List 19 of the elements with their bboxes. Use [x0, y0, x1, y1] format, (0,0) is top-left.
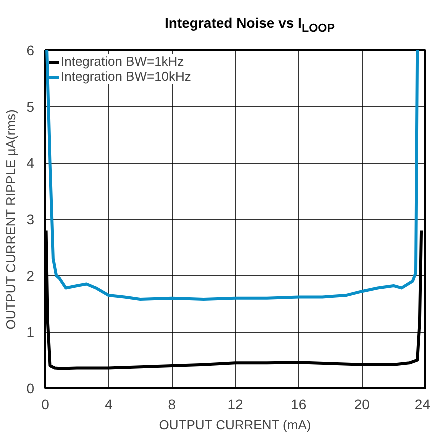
y-tick-label: 0 [26, 380, 35, 396]
x-tick-label: 20 [354, 396, 370, 412]
legend-label: Integration BW=1kHz [61, 54, 184, 69]
y-tick-label: 4 [26, 155, 35, 172]
y-tick-label: 5 [26, 98, 35, 115]
y-axis-title: OUTPUT CURRENT RIPPLE µA(rms) [4, 110, 19, 330]
y-tick-label: 6 [26, 42, 35, 58]
y-tick-label: 2 [26, 268, 35, 284]
x-tick-label: 0 [42, 396, 50, 412]
x-axis-title: OUTPUT CURRENT (mA) [159, 418, 312, 432]
y-tick-label: 1 [26, 324, 35, 340]
chart-title: Integrated Noise vs I$_{LOOP}$ [165, 14, 335, 37]
x-tick-label: 4 [104, 396, 113, 412]
x-tick-label: 8 [168, 396, 176, 412]
x-tick-label: 24 [414, 396, 431, 412]
y-tick-label: 3 [26, 212, 35, 228]
x-tick-label: 16 [291, 396, 307, 412]
legend-label: Integration BW=10kHz [61, 69, 192, 84]
x-tick-label: 12 [228, 396, 244, 412]
